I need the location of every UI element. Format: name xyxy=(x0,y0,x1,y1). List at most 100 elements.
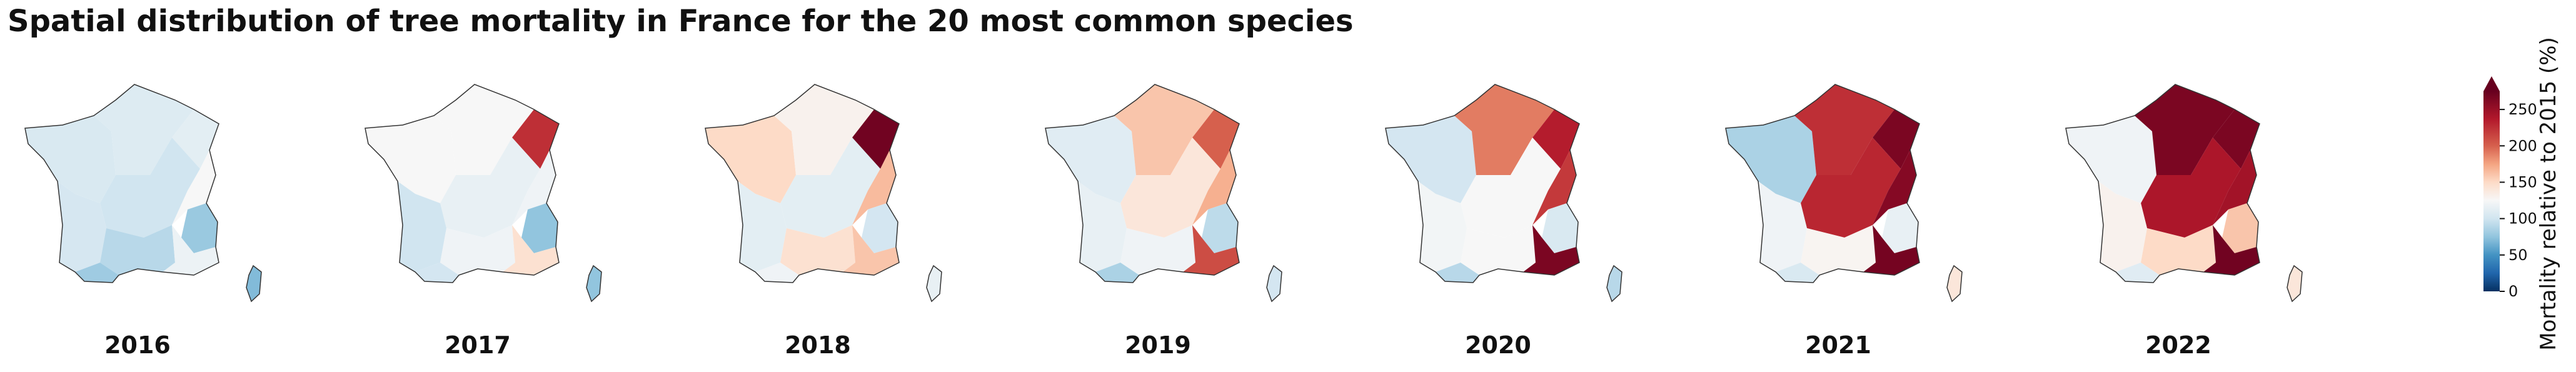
region-e xyxy=(172,150,216,225)
region-s xyxy=(1461,225,1536,275)
mainland-regions xyxy=(705,84,899,283)
colorbar-extend-arrow xyxy=(2483,76,2500,91)
region-nw xyxy=(2066,116,2156,203)
year-label: 2022 xyxy=(2145,331,2211,359)
region-nw xyxy=(1726,116,1816,203)
map-panel-2017: 2017 xyxy=(346,56,609,369)
year-label: 2021 xyxy=(1805,331,1871,359)
region-se xyxy=(2203,225,2260,275)
colorbar: 0 50 100 150 200 250 xyxy=(2482,74,2576,311)
region-se xyxy=(1523,225,1579,275)
region-e xyxy=(2213,150,2257,225)
region-se xyxy=(843,225,899,275)
france-map xyxy=(24,84,262,303)
colorbar-svg: 0 50 100 150 200 250 xyxy=(2483,76,2537,300)
region-nw xyxy=(25,116,116,203)
region-corsica xyxy=(586,264,602,303)
france-map xyxy=(1385,84,1623,303)
region-c xyxy=(1120,138,1220,238)
region-c xyxy=(440,138,540,238)
france-map xyxy=(705,84,942,303)
region-alps xyxy=(1542,203,1578,253)
france-map xyxy=(1045,84,1282,303)
country-outline xyxy=(2065,84,2260,283)
region-sw xyxy=(738,181,787,272)
region-e xyxy=(1192,150,1236,225)
region-ne xyxy=(2213,109,2260,169)
region-ne xyxy=(1192,109,1239,169)
region-sw xyxy=(1418,181,1467,272)
region-pyr xyxy=(415,263,459,283)
region-s xyxy=(1120,225,1195,275)
region-c xyxy=(1801,138,1901,238)
country-outline xyxy=(705,84,900,283)
region-ne xyxy=(1532,109,1579,169)
year-label: 2016 xyxy=(104,331,171,359)
region-n xyxy=(434,84,534,175)
mainland-regions xyxy=(1386,84,1579,283)
mainland-regions xyxy=(2066,84,2260,283)
region-pyr xyxy=(755,263,799,283)
country-outline xyxy=(24,84,219,283)
year-label: 2018 xyxy=(785,331,851,359)
region-ne xyxy=(512,109,559,169)
figure-title: Spatial distribution of tree mortality i… xyxy=(8,4,1354,39)
region-e xyxy=(1532,150,1576,225)
colorbar-ticks: 0 50 100 150 200 250 xyxy=(2500,101,2537,300)
colorbar-tick-label: 100 xyxy=(2508,210,2537,228)
region-se xyxy=(1183,225,1239,275)
map-panel-2019: 2019 xyxy=(1027,56,1289,369)
region-alps xyxy=(181,203,218,253)
region-corsica xyxy=(1606,264,1623,303)
region-n xyxy=(1114,84,1214,175)
region-c xyxy=(780,138,880,238)
mainland-regions xyxy=(1726,84,1919,283)
region-c xyxy=(1461,138,1561,238)
region-sw xyxy=(58,181,106,272)
region-alps xyxy=(1202,203,1238,253)
region-sw xyxy=(2098,181,2147,272)
region-corsica xyxy=(1946,264,1963,303)
region-ne xyxy=(1873,109,1919,169)
region-corsica xyxy=(246,264,262,303)
map-panel-2022: 2022 xyxy=(2047,56,2310,369)
mainland-regions xyxy=(365,84,559,283)
region-sw xyxy=(1078,181,1127,272)
year-label: 2020 xyxy=(1465,331,1531,359)
region-alps xyxy=(521,203,558,253)
colorbar-tick-label: 50 xyxy=(2508,246,2528,264)
france-map xyxy=(365,84,602,303)
region-s xyxy=(440,225,515,275)
region-alps xyxy=(2222,203,2258,253)
region-e xyxy=(1873,150,1916,225)
region-corsica xyxy=(2287,264,2303,303)
france-map xyxy=(1725,84,1963,303)
region-n xyxy=(2135,84,2235,175)
region-e xyxy=(852,150,896,225)
region-s xyxy=(100,225,175,275)
map-panels: 2016 2017 2018 2019 2020 2021 2022 xyxy=(0,56,2476,369)
region-sw xyxy=(398,181,446,272)
colorbar-label: Mortality relative to 2015 (%) xyxy=(2536,37,2561,351)
france-map xyxy=(2065,84,2303,303)
country-outline xyxy=(365,84,560,283)
country-outline xyxy=(1725,84,1920,283)
region-ne xyxy=(852,109,899,169)
region-pyr xyxy=(1095,263,1139,283)
region-se xyxy=(163,225,219,275)
map-panel-2020: 2020 xyxy=(1367,56,1629,369)
year-label: 2017 xyxy=(445,331,511,359)
colorbar-gradient xyxy=(2483,91,2500,291)
region-alps xyxy=(862,203,898,253)
region-se xyxy=(1863,225,1919,275)
colorbar-tick-label: 0 xyxy=(2508,283,2518,300)
colorbar-tick-label: 250 xyxy=(2508,101,2537,118)
region-nw xyxy=(1045,116,1136,203)
country-outline xyxy=(1045,84,1240,283)
region-pyr xyxy=(1436,263,1479,283)
region-nw xyxy=(365,116,456,203)
region-sw xyxy=(1758,181,1807,272)
mainland-regions xyxy=(25,84,219,283)
region-n xyxy=(774,84,874,175)
region-corsica xyxy=(1266,264,1282,303)
